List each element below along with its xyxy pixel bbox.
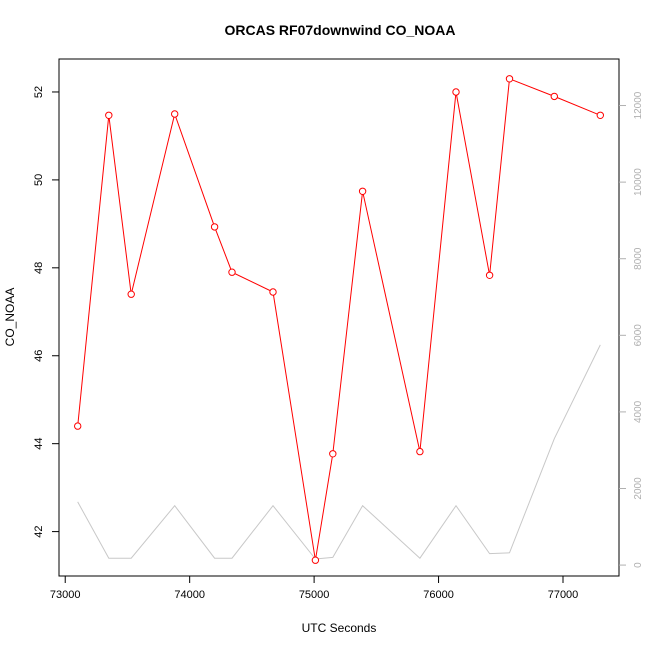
y2-tick-label: 4000: [633, 400, 644, 423]
series-layer: [74, 75, 604, 564]
plot-frame: [58, 58, 620, 577]
data-point: [329, 450, 337, 458]
data-point: [416, 447, 424, 456]
data-point: [171, 110, 179, 118]
y2-tick-label: 12000: [633, 91, 644, 119]
chart-title: ORCAS RF07downwind CO_NOAA: [224, 22, 455, 38]
primary-series-line: [77, 78, 601, 561]
data-point: [74, 422, 82, 430]
y2-tick-label: 10000: [633, 168, 644, 196]
data-point: [105, 111, 113, 120]
right-axis: 0 2000 4000 6000 8000 10000 12000: [619, 91, 644, 568]
data-point: [505, 75, 514, 83]
x-tick-label: 74000: [174, 589, 205, 601]
data-point: [452, 88, 460, 96]
y-tick-label: 48: [33, 262, 45, 274]
data-point: [228, 268, 236, 276]
data-point: [269, 288, 277, 296]
y2-tick-label: 6000: [633, 324, 644, 347]
x-axis-label: UTC Seconds: [302, 621, 377, 635]
data-point: [210, 223, 219, 231]
y-tick-label: 50: [33, 174, 45, 186]
y-axis: 42 44 46 48 50 52: [33, 86, 59, 538]
x-tick-label: 75000: [299, 589, 330, 601]
x-axis: 73000 74000 75000 76000 77000: [50, 576, 578, 601]
y-tick-label: 42: [33, 525, 45, 537]
x-tick-label: 77000: [548, 589, 579, 601]
x-tick-label: 76000: [423, 589, 454, 601]
y-axis-label: CO_NOAA: [3, 288, 17, 347]
data-point: [127, 290, 135, 298]
y-tick-label: 52: [33, 86, 45, 98]
y-tick-label: 44: [33, 438, 45, 450]
y2-tick-label: 0: [633, 562, 644, 568]
data-point: [358, 187, 367, 196]
secondary-series-line: [77, 344, 601, 560]
y-tick-label: 46: [33, 350, 45, 362]
y2-tick-label: 8000: [633, 247, 644, 270]
data-point: [550, 92, 558, 101]
y2-tick-label: 2000: [633, 477, 644, 500]
data-point: [311, 556, 320, 564]
data-point: [596, 111, 604, 120]
data-point: [485, 271, 494, 279]
x-tick-label: 73000: [50, 589, 81, 601]
